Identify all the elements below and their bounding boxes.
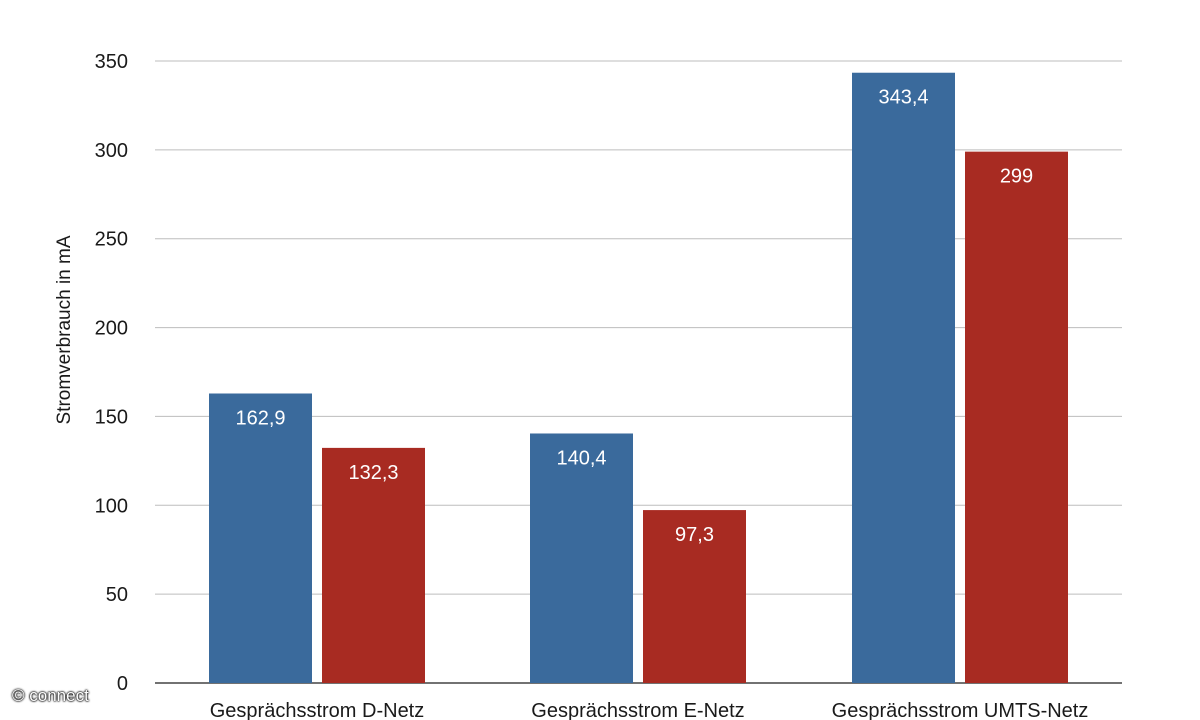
bar-value-label: 140,4 — [556, 447, 606, 469]
bar-value-label: 97,3 — [675, 524, 714, 546]
bar-3-series-2 — [965, 151, 1068, 684]
x-tick-label: Gesprächsstrom UMTS-Netz — [832, 700, 1089, 720]
y-tick-labels: 0 50 100 150 200 250 300 350 — [95, 51, 128, 695]
y-tick-label: 50 — [106, 584, 128, 606]
y-tick-label: 250 — [95, 229, 128, 251]
bar-1-series-1 — [209, 393, 312, 683]
bars-group: 162,9 132,3 140,4 97,3 343,4 299 — [209, 72, 1068, 684]
x-tick-label: Gesprächsstrom E-Netz — [531, 700, 744, 720]
y-tick-label: 300 — [95, 140, 128, 162]
bar-value-label: 299 — [1000, 166, 1033, 188]
bar-3-series-1 — [852, 72, 955, 684]
bar-value-label: 132,3 — [348, 462, 398, 484]
y-tick-label: 350 — [95, 51, 128, 73]
bar-value-label: 162,9 — [235, 408, 285, 430]
y-tick-label: 0 — [117, 673, 128, 695]
x-tick-label: Gesprächsstrom D-Netz — [210, 700, 425, 720]
copyright-watermark: © connect — [12, 686, 89, 705]
y-tick-label: 150 — [95, 406, 128, 428]
gridlines — [155, 60, 1122, 684]
bar-2-series-2 — [643, 510, 746, 683]
y-tick-label: 200 — [95, 318, 128, 340]
bar-2-series-1 — [530, 433, 633, 683]
y-axis-label: Stromverbrauch in mA — [54, 235, 75, 424]
bar-value-label: 343,4 — [878, 87, 928, 109]
y-tick-label: 100 — [95, 495, 128, 517]
x-tick-labels: Gesprächsstrom D-Netz Gesprächsstrom E-Ne… — [210, 700, 1089, 720]
bar-1-series-2 — [322, 447, 425, 683]
